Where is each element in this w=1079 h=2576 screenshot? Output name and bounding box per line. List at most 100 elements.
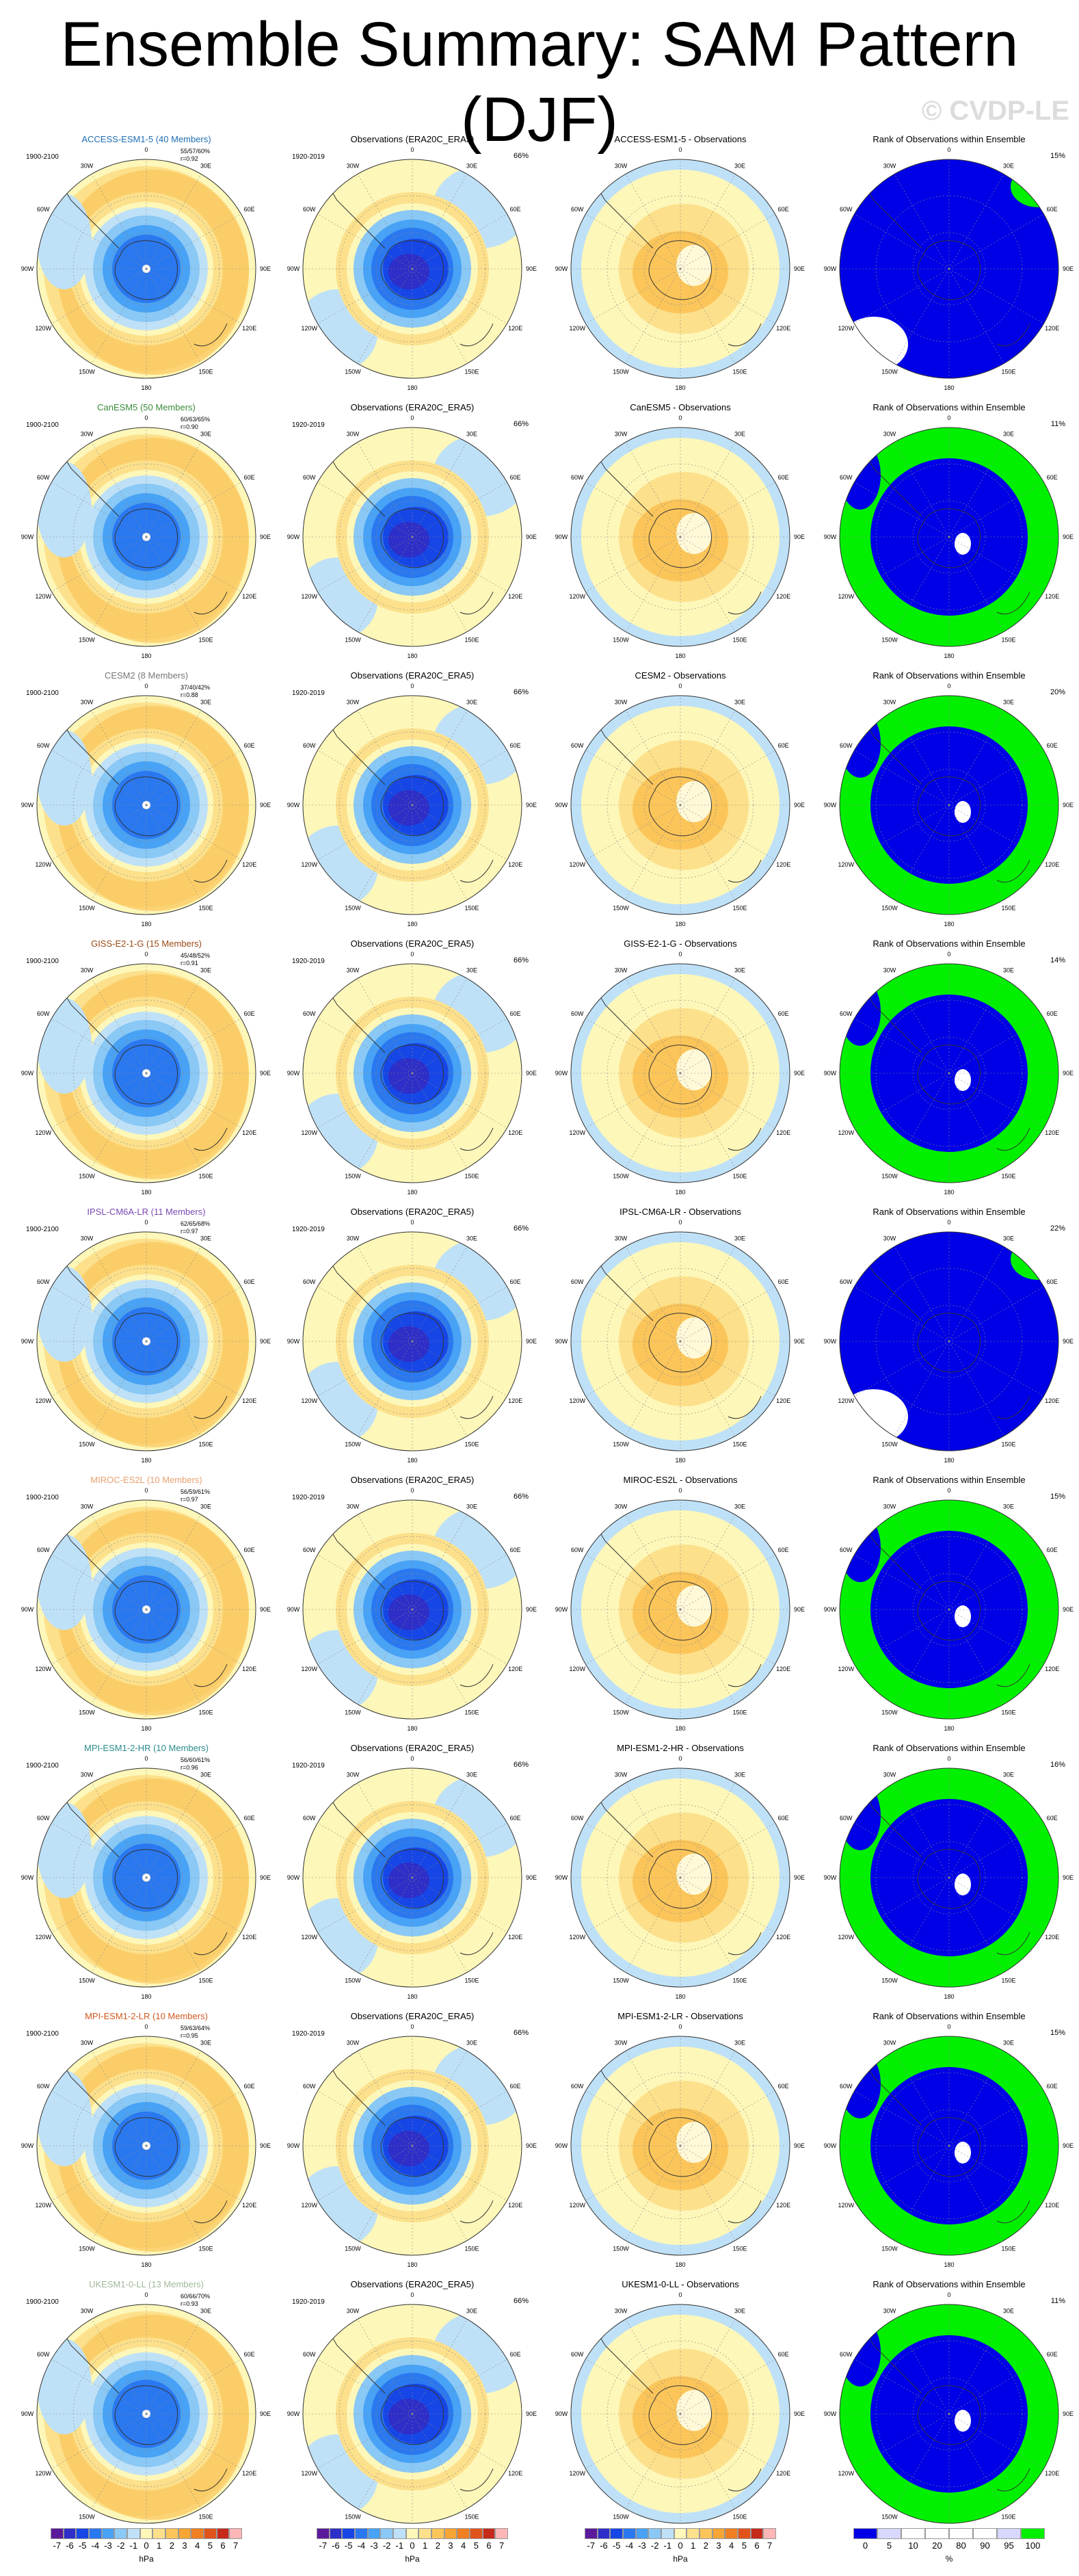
panel-obs: 0 30E 60E 90E 120E 150E 180 150W 120W 90W 60W 30W Ob… xyxy=(282,926,542,1194)
lon-label-180: 180 xyxy=(944,653,954,658)
model-title: IPSL-CM6A-LR (11 Members) xyxy=(87,1207,206,1217)
obs-title: Observations (ERA20C_ERA5) xyxy=(350,1475,475,1485)
lon-label-150W: 150W xyxy=(881,905,898,912)
lon-label-120E: 120E xyxy=(242,1666,256,1672)
lon-label-180: 180 xyxy=(141,1993,151,1999)
lon-label-0: 0 xyxy=(678,1755,682,1762)
lon-label-120E: 120E xyxy=(776,2470,790,2477)
lon-label-150E: 150E xyxy=(1001,1441,1015,1448)
lon-label-150E: 150E xyxy=(464,637,479,644)
colorbar-swatch xyxy=(610,2528,624,2539)
lon-label-30E: 30E xyxy=(200,2307,211,2314)
obs-title: Observations (ERA20C_ERA5) xyxy=(350,670,475,681)
rank-title: Rank of Observations within Ensemble xyxy=(872,1207,1026,1217)
lon-label-90E: 90E xyxy=(1063,2410,1074,2417)
lon-label-120E: 120E xyxy=(508,1934,522,1941)
lon-label-90W: 90W xyxy=(555,802,568,809)
variance-pct: 59/63/64% xyxy=(181,2025,211,2032)
colorbar-swatch xyxy=(877,2528,901,2539)
lon-label-90E: 90E xyxy=(526,534,537,540)
polar-map-model: 0 30E 60E 90E 120E 150E 180 150W 120W 90W 60W 30W xyxy=(21,1219,271,1462)
lon-label-180: 180 xyxy=(407,1189,417,1194)
obs-title: Observations (ERA20C_ERA5) xyxy=(350,134,475,144)
lon-label-30W: 30W xyxy=(883,1503,896,1510)
colorbar-swatch xyxy=(635,2528,649,2539)
lon-label-0: 0 xyxy=(410,2023,414,2030)
lon-label-90E: 90E xyxy=(260,265,271,272)
colorbar-swatch xyxy=(216,2528,230,2539)
lon-label-30E: 30E xyxy=(466,967,477,973)
lon-label-150E: 150E xyxy=(1001,2246,1015,2252)
lon-label-150W: 150W xyxy=(345,1709,361,1716)
lon-label-150E: 150E xyxy=(1001,905,1015,912)
lon-label-150W: 150W xyxy=(613,2514,629,2521)
lon-label-30W: 30W xyxy=(347,1503,360,1510)
lon-label-180: 180 xyxy=(675,384,685,390)
lon-label-30E: 30E xyxy=(466,1235,477,1241)
polar-map-obs: 0 30E 60E 90E 120E 150E 180 150W 120W 90W 60W 30W xyxy=(287,1219,537,1462)
colorbar-tick: 1 xyxy=(691,2540,696,2551)
lon-label-60W: 60W xyxy=(571,1815,584,1822)
lon-label-30E: 30E xyxy=(200,1235,211,1241)
lon-label-120W: 120W xyxy=(302,2470,318,2477)
lon-label-180: 180 xyxy=(944,1993,954,1999)
colorbar-swatch xyxy=(901,2528,925,2539)
lon-label-60W: 60W xyxy=(840,2083,853,2090)
colorbar-tick: 2 xyxy=(435,2540,440,2551)
lon-label-60W: 60W xyxy=(37,2083,50,2090)
pattern-corr: r=0.92 xyxy=(181,155,198,162)
colorbar-tick: 0 xyxy=(410,2540,415,2551)
lon-label-120W: 120W xyxy=(570,2470,586,2477)
lon-label-120W: 120W xyxy=(36,1129,52,1136)
lon-label-120E: 120E xyxy=(776,1666,790,1672)
lon-label-150E: 150E xyxy=(464,1173,479,1180)
lon-label-90W: 90W xyxy=(824,1070,837,1077)
polar-map-model: 0 30E 60E 90E 120E 150E 180 150W 120W 90W 60W 30W xyxy=(21,415,271,658)
lon-label-90W: 90W xyxy=(824,1338,837,1345)
lon-label-120W: 120W xyxy=(302,1397,318,1404)
lon-label-0: 0 xyxy=(678,683,682,689)
lon-label-120W: 120W xyxy=(838,861,855,868)
lon-label-90W: 90W xyxy=(21,1606,34,1613)
lon-label-120W: 120W xyxy=(570,1666,586,1672)
lon-label-30E: 30E xyxy=(1003,430,1014,437)
obs-title: Observations (ERA20C_ERA5) xyxy=(350,938,475,949)
lon-label-150E: 150E xyxy=(732,637,747,644)
colorbar-tick: 90 xyxy=(980,2540,990,2551)
obs-title: Observations (ERA20C_ERA5) xyxy=(350,2279,475,2289)
stats-label: 62/65/68% r=0.97 xyxy=(181,1220,235,1235)
lon-label-30E: 30E xyxy=(734,2039,745,2046)
polar-map-model: 0 30E 60E 90E 120E 150E 180 150W 120W 90W 60W 30W xyxy=(21,2023,271,2267)
lon-label-0: 0 xyxy=(947,1487,950,1494)
lon-label-0: 0 xyxy=(144,1487,148,1494)
polar-map-model: 0 30E 60E 90E 120E 150E 180 150W 120W 90W 60W 30W xyxy=(21,146,271,390)
lon-label-90W: 90W xyxy=(21,1338,34,1345)
lon-label-120E: 120E xyxy=(508,2202,522,2209)
lon-label-180: 180 xyxy=(944,2261,954,2267)
lon-label-120W: 120W xyxy=(838,1129,855,1136)
lon-label-90E: 90E xyxy=(794,1874,805,1881)
lon-label-60W: 60W xyxy=(37,742,50,749)
lon-label-30E: 30E xyxy=(734,2307,745,2314)
panel-obs: 0 30E 60E 90E 120E 150E 180 150W 120W 90W 60W 30W Ob… xyxy=(282,1462,542,1731)
lon-label-60E: 60E xyxy=(510,1278,521,1285)
lon-label-120W: 120W xyxy=(36,1666,52,1672)
lon-label-120E: 120E xyxy=(1045,2202,1059,2209)
lon-label-150W: 150W xyxy=(345,369,361,376)
panel-diff: 0 30E 60E 90E 120E 150E 180 150W 120W 90W 60W 30W Ca… xyxy=(550,390,810,658)
lon-label-60W: 60W xyxy=(840,742,853,749)
lon-label-30W: 30W xyxy=(81,1503,94,1510)
lon-label-30W: 30W xyxy=(81,2307,94,2314)
lon-label-180: 180 xyxy=(944,384,954,390)
lon-label-120E: 120E xyxy=(508,2470,522,2477)
colorbar-tick: 4 xyxy=(461,2540,466,2551)
lon-label-0: 0 xyxy=(144,415,148,421)
lon-label-0: 0 xyxy=(144,683,148,689)
obs-title: Observations (ERA20C_ERA5) xyxy=(350,2011,475,2021)
lon-label-90W: 90W xyxy=(21,2142,34,2149)
lon-label-60E: 60E xyxy=(510,474,521,481)
lon-label-150W: 150W xyxy=(881,637,898,644)
lon-label-120E: 120E xyxy=(1045,2470,1059,2477)
